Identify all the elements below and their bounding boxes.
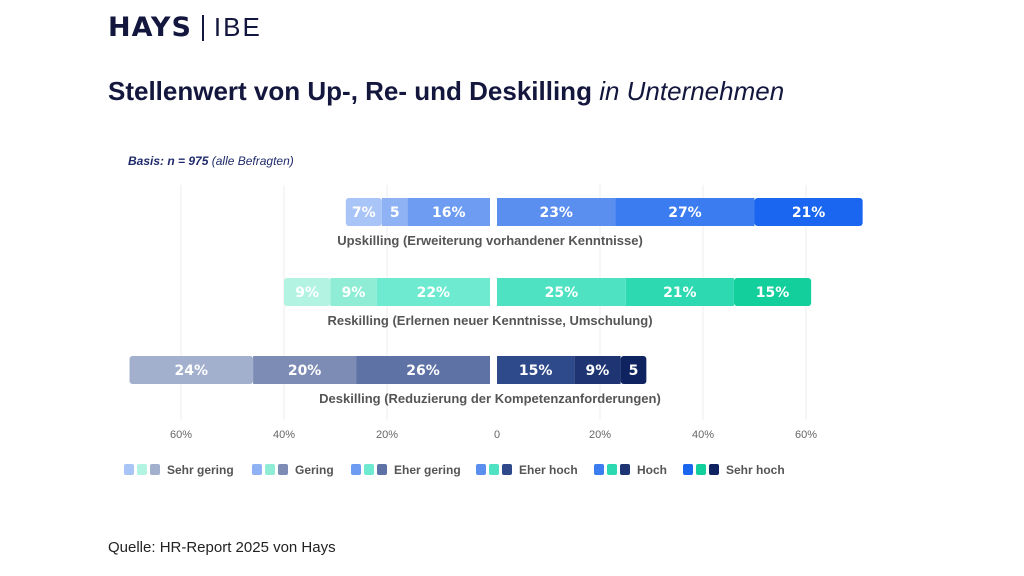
source-note: Quelle: HR-Report 2025 von Hays bbox=[108, 539, 336, 556]
legend-label: Eher gering bbox=[394, 463, 461, 477]
bar-segment bbox=[620, 356, 647, 384]
legend-swatch bbox=[476, 464, 486, 475]
legend-swatch bbox=[502, 464, 512, 475]
legend-swatch bbox=[252, 464, 262, 475]
x-tick-label: 60% bbox=[170, 429, 192, 441]
data-label: 9% bbox=[586, 363, 610, 379]
bar-segment bbox=[253, 356, 357, 384]
bar-segment bbox=[733, 278, 812, 306]
legend-swatch bbox=[137, 464, 147, 475]
bar-segment bbox=[407, 198, 490, 226]
legend-swatch bbox=[377, 464, 387, 475]
bar-segment bbox=[356, 356, 490, 384]
data-label: 26% bbox=[406, 363, 440, 379]
x-tick-label: 40% bbox=[273, 429, 295, 441]
legend-swatch bbox=[351, 464, 361, 475]
legend-swatch bbox=[364, 464, 374, 475]
data-label: 21% bbox=[663, 285, 697, 301]
bar-segment bbox=[574, 356, 621, 384]
bar-segment bbox=[497, 198, 616, 226]
bar-segment bbox=[497, 278, 626, 306]
data-label: 27% bbox=[668, 205, 702, 221]
bar-segment bbox=[754, 198, 863, 226]
row-label: Reskilling (Erlernen neuer Kenntnisse, U… bbox=[327, 313, 652, 328]
x-tick-label: 40% bbox=[692, 429, 714, 441]
legend-label: Hoch bbox=[637, 463, 667, 477]
legend-swatch bbox=[150, 464, 160, 475]
bar-segment bbox=[330, 278, 377, 306]
legend-swatch bbox=[620, 464, 630, 475]
legend-swatch bbox=[278, 464, 288, 475]
logo: HAYS IBE bbox=[108, 12, 262, 43]
data-label: 21% bbox=[792, 205, 826, 221]
legend-label: Sehr gering bbox=[167, 463, 234, 477]
row-label: Deskilling (Reduzierung der Kompetenzanf… bbox=[319, 391, 661, 406]
bar-segment bbox=[284, 278, 331, 306]
bar-segment bbox=[376, 278, 490, 306]
data-label: 25% bbox=[545, 285, 579, 301]
data-label: 22% bbox=[417, 285, 451, 301]
basis-bold: Basis: n = 975 bbox=[128, 154, 209, 168]
data-label: 7% bbox=[352, 205, 376, 221]
partner-logo: IBE bbox=[213, 12, 262, 42]
x-tick-label: 20% bbox=[376, 429, 398, 441]
bar-segment bbox=[615, 198, 755, 226]
data-label: 5 bbox=[390, 205, 400, 221]
data-label: 24% bbox=[175, 363, 209, 379]
row-label: Upskilling (Erweiterung vorhandener Kenn… bbox=[337, 233, 643, 248]
legend-swatch bbox=[265, 464, 275, 475]
page-title: Stellenwert von Up-, Re- und Deskilling … bbox=[108, 76, 784, 107]
data-label: 9% bbox=[295, 285, 319, 301]
legend-swatch bbox=[594, 464, 604, 475]
x-tick-label: 0 bbox=[494, 429, 500, 441]
title-italic: in Unternehmen bbox=[599, 76, 785, 106]
legend-swatch bbox=[696, 464, 706, 475]
bar-segment bbox=[345, 198, 382, 226]
title-main: Stellenwert von Up-, Re- und Deskilling bbox=[108, 76, 592, 106]
data-label: 23% bbox=[539, 205, 573, 221]
brand-logo: HAYS bbox=[108, 12, 192, 43]
legend-swatch bbox=[683, 464, 693, 475]
legend-label: Eher hoch bbox=[519, 463, 578, 477]
logo-divider bbox=[201, 14, 204, 41]
bar-segment bbox=[625, 278, 734, 306]
legend-label: Gering bbox=[295, 463, 334, 477]
data-label: 15% bbox=[756, 285, 790, 301]
x-tick-label: 60% bbox=[795, 429, 817, 441]
bar-segment bbox=[129, 356, 254, 384]
data-label: 16% bbox=[432, 205, 466, 221]
bar-segment bbox=[381, 198, 408, 226]
basis-rest: (alle Befragten) bbox=[211, 154, 294, 168]
legend-swatch bbox=[709, 464, 719, 475]
bar-segment bbox=[497, 356, 575, 384]
x-tick-label: 20% bbox=[589, 429, 611, 441]
data-label: 20% bbox=[288, 363, 322, 379]
legend-swatch bbox=[489, 464, 499, 475]
legend-swatch bbox=[124, 464, 134, 475]
legend-label: Sehr hoch bbox=[726, 463, 785, 477]
data-label: 5 bbox=[629, 363, 639, 379]
data-label: 15% bbox=[519, 363, 553, 379]
basis-note: Basis: n = 975 (alle Befragten) bbox=[128, 154, 294, 168]
data-label: 9% bbox=[342, 285, 366, 301]
legend-swatch bbox=[607, 464, 617, 475]
